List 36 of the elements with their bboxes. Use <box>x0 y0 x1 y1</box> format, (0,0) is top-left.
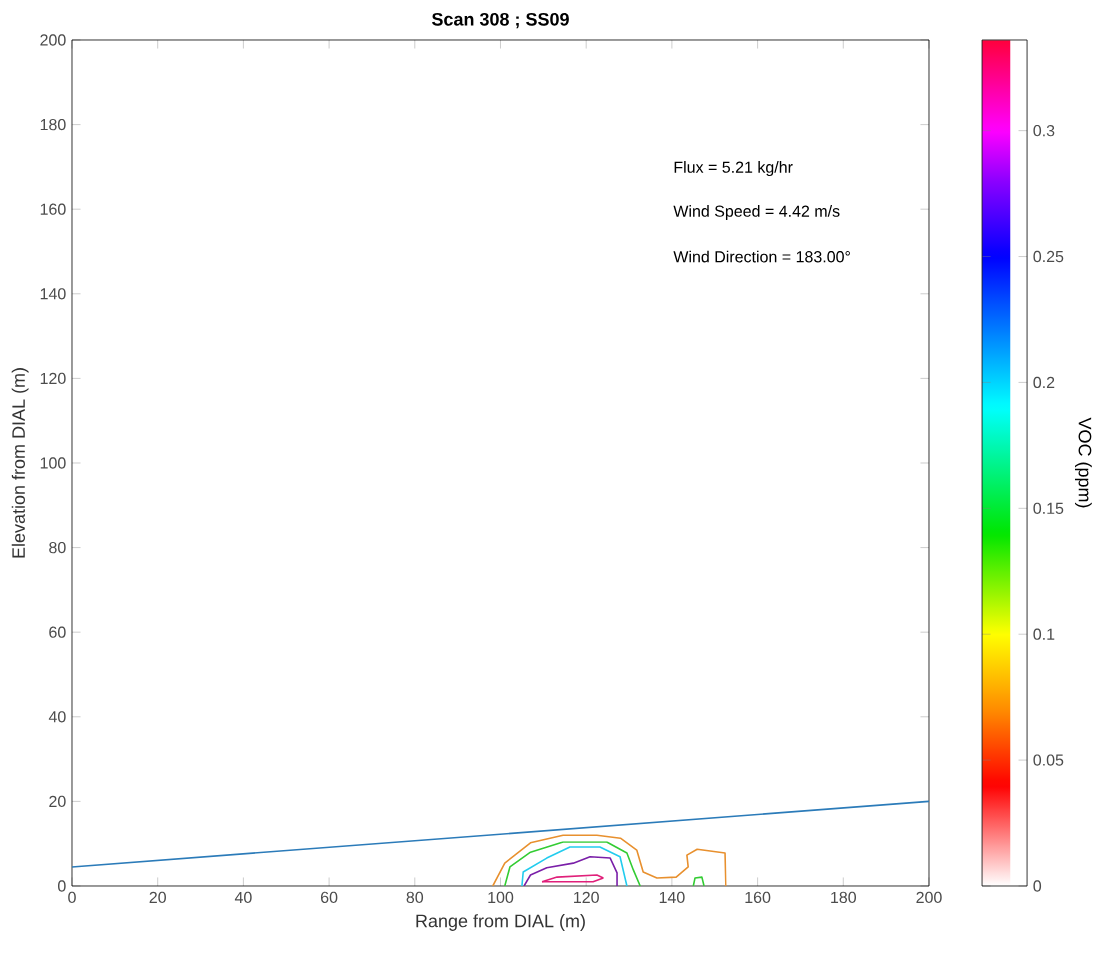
y-axis-title: Elevation from DIAL (m) <box>11 368 29 558</box>
y-tick-label: 60 <box>49 626 66 638</box>
x-axis-title: Range from DIAL (m) <box>416 914 585 931</box>
x-tick-label: 40 <box>234 891 252 904</box>
x-tick-label: 120 <box>574 891 599 904</box>
color-bar-label: 0.3 <box>1033 124 1055 137</box>
color-bar-label: 0.05 <box>1033 754 1064 766</box>
y-tick-label: 180 <box>40 118 66 131</box>
x-tick-label: 20 <box>149 891 166 904</box>
color-bar-label: 0.2 <box>1033 376 1055 389</box>
x-tick-label: 0 <box>68 891 76 904</box>
color-bar-label: 0.15 <box>1033 502 1064 514</box>
color-bar-label: 0.1 <box>1033 628 1055 640</box>
color-bar-label: 0.25 <box>1033 250 1064 263</box>
color-bar-title: VOC (ppm) <box>1075 417 1092 508</box>
color-bar-label: 0 <box>1033 880 1042 892</box>
y-tick-label: 20 <box>49 795 66 808</box>
y-tick-label: 0 <box>58 880 66 892</box>
x-tick-label: 100 <box>488 891 514 904</box>
y-tick-label: 120 <box>40 372 66 385</box>
y-tick-label: 100 <box>40 457 66 469</box>
annotation: Flux = 5.21 kg/hr <box>674 161 793 177</box>
x-tick-label: 60 <box>321 891 338 904</box>
chart-title: Scan 308 ; SS09 <box>431 12 569 29</box>
x-tick-label: 80 <box>406 891 424 904</box>
annotation: Wind Direction = 183.00° <box>673 250 850 263</box>
y-tick-label: 80 <box>49 541 66 554</box>
y-tick-label: 160 <box>40 203 66 215</box>
y-tick-label: 200 <box>40 34 66 46</box>
y-tick-label: 40 <box>48 711 66 723</box>
x-tick-label: 180 <box>831 891 857 904</box>
annotation: Wind Speed = 4.42 m/s <box>673 205 840 221</box>
y-tick-label: 140 <box>40 288 66 300</box>
x-tick-label: 140 <box>659 891 685 904</box>
x-tick-label: 160 <box>745 891 771 904</box>
x-tick-label: 200 <box>916 891 942 904</box>
